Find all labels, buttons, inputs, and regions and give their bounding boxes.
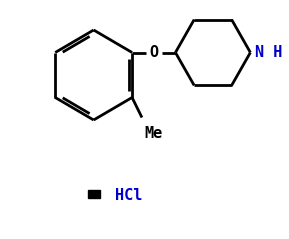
Text: HCl: HCl: [115, 188, 143, 202]
Text: Me: Me: [144, 125, 162, 141]
Text: N H: N H: [255, 45, 283, 60]
Bar: [88, 190, 100, 198]
Text: O: O: [149, 45, 158, 60]
